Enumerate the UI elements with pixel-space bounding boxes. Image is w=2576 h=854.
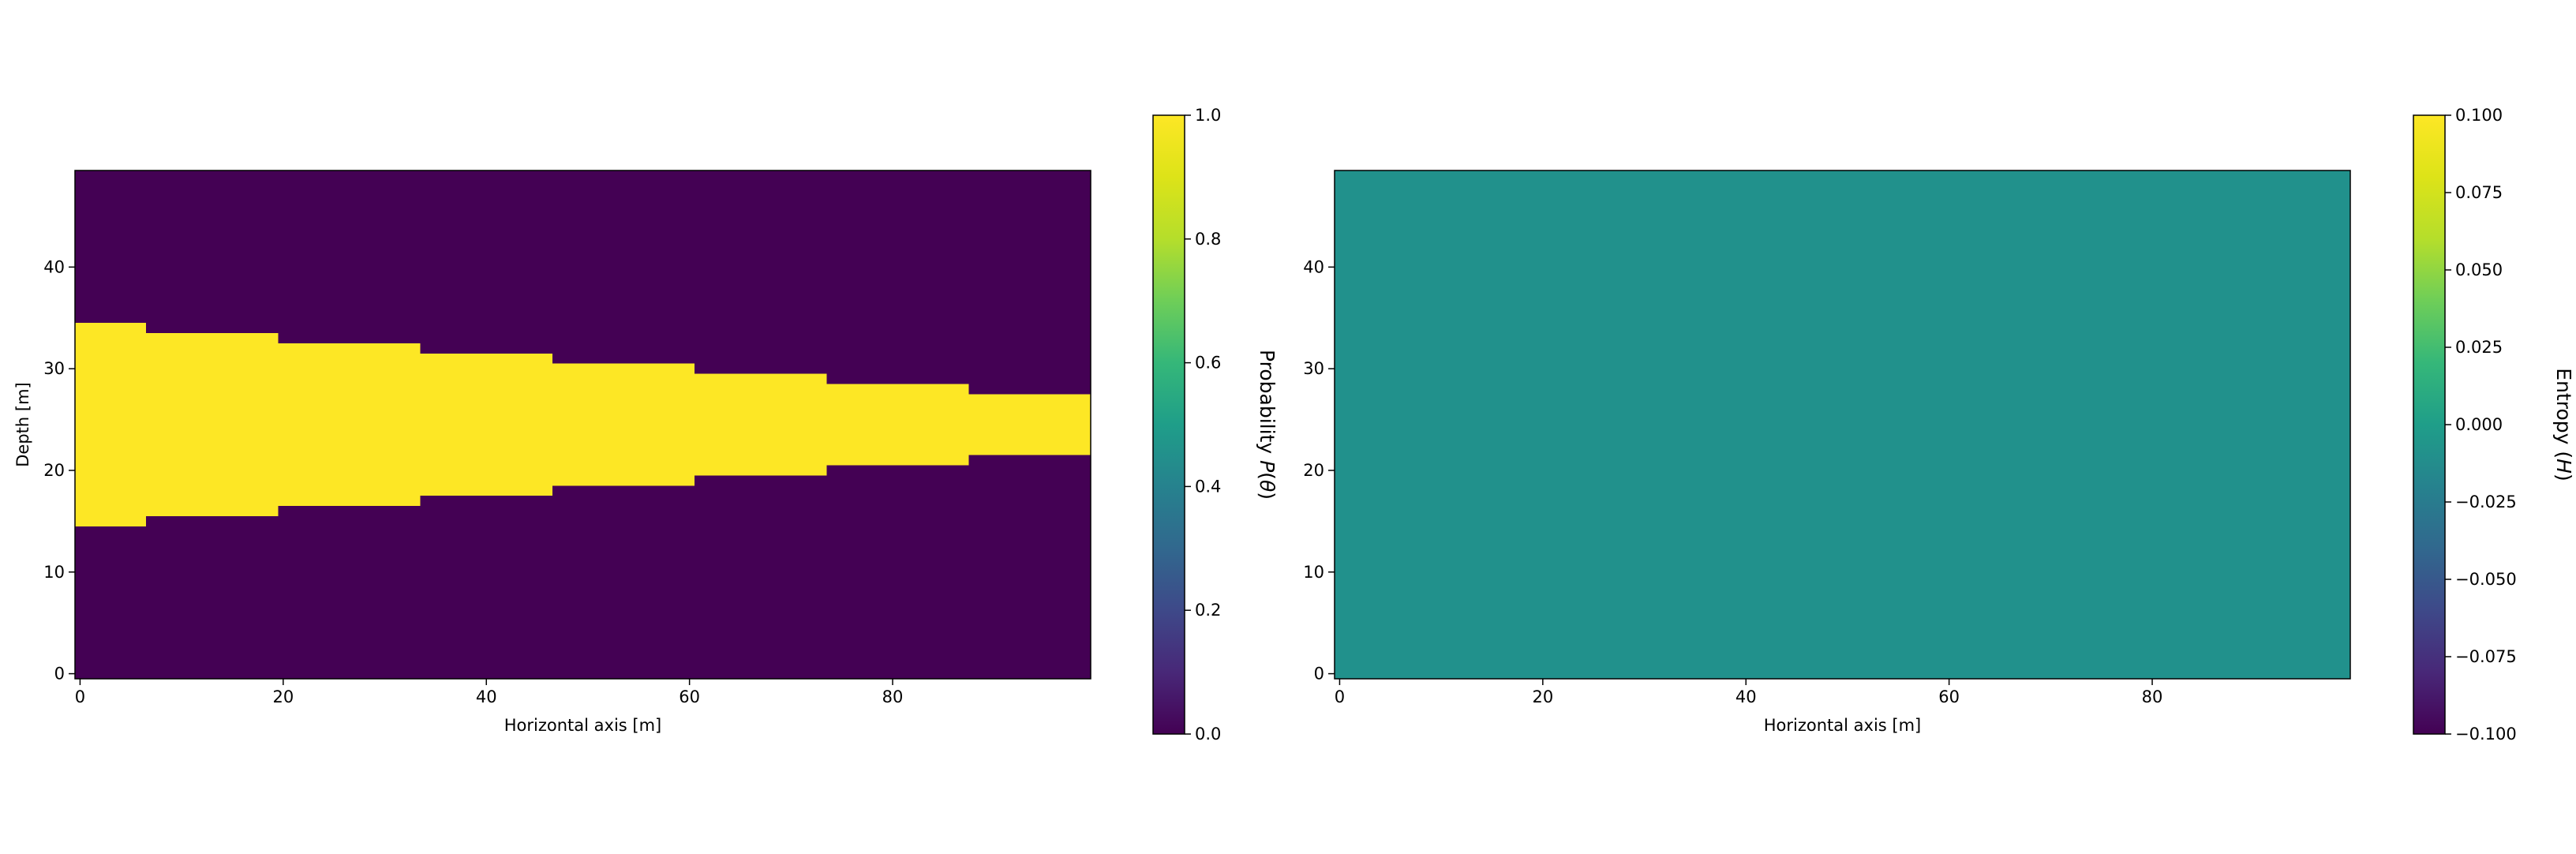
heatmap-region — [552, 363, 695, 486]
y-axis-label: Depth [m] — [13, 382, 32, 466]
colorbar-tick-label: 0.6 — [1195, 354, 1221, 373]
colorbar-tick-label: 0.8 — [1195, 230, 1221, 249]
x-axis-label: Horizontal axis [m] — [1764, 716, 1922, 735]
heatmap-region — [75, 323, 147, 526]
colorbar-tick-label: −0.100 — [2455, 725, 2517, 744]
x-tick-label: 20 — [1532, 687, 1553, 706]
chart-panel-2: 0 20 40 60 80 0 10 20 30 40 Horizontal axis [m] −0.… — [1303, 106, 2575, 744]
colorbar-tick-label: 0.4 — [1195, 477, 1221, 496]
x-tick-label: 0 — [75, 687, 85, 706]
heatmap-region — [420, 353, 552, 496]
colorbar-tick-label: 0.000 — [2455, 415, 2503, 434]
y-tick-label: 40 — [1303, 257, 1324, 276]
colorbar-tick-label: −0.075 — [2455, 647, 2517, 666]
heatmap-region — [146, 333, 279, 516]
colorbar-label: Entropy (H) — [2552, 368, 2575, 481]
colorbar-tick-label: 0.2 — [1195, 601, 1221, 620]
colorbar-tick-label: −0.050 — [2455, 570, 2517, 589]
heatmap-region — [278, 343, 421, 507]
y-tick-label: 10 — [43, 563, 65, 582]
colorbar-tick-label: 0.025 — [2455, 338, 2503, 357]
x-tick-label: 40 — [476, 687, 497, 706]
x-tick-label: 40 — [1735, 687, 1757, 706]
colorbar-tick-label: 0.075 — [2455, 183, 2503, 202]
colorbar-tick-label: 1.0 — [1195, 106, 1221, 125]
colorbar — [1153, 115, 1185, 734]
y-tick-label: 30 — [43, 359, 65, 378]
colorbar-tick-label: −0.025 — [2455, 493, 2517, 511]
y-tick-label: 0 — [1314, 665, 1324, 684]
x-axis-label: Horizontal axis [m] — [504, 716, 662, 735]
colorbar-tick-label: 0.050 — [2455, 260, 2503, 279]
x-tick-label: 80 — [2142, 687, 2163, 706]
y-tick-label: 20 — [1303, 461, 1324, 480]
colorbar-tick-label: 0.0 — [1195, 725, 1221, 744]
x-tick-label: 20 — [272, 687, 294, 706]
colorbar-label: Probability P(θ) — [1256, 350, 1279, 500]
x-tick-label: 80 — [882, 687, 904, 706]
x-tick-label: 60 — [1938, 687, 1960, 706]
heatmap-background — [1335, 170, 2350, 679]
axes-frame — [1334, 170, 2351, 680]
colorbar-frame — [1152, 114, 1185, 735]
y-tick-label: 20 — [43, 461, 65, 480]
heatmap-region — [695, 373, 827, 476]
x-tick-label: 0 — [1335, 687, 1345, 706]
heatmap-region — [968, 394, 1091, 455]
y-tick-label: 10 — [1303, 563, 1324, 582]
heatmap-region — [826, 384, 969, 466]
colorbar-tick-label: 0.100 — [2455, 106, 2503, 125]
colorbar — [2413, 115, 2445, 734]
y-tick-label: 0 — [54, 665, 65, 684]
y-tick-label: 40 — [43, 257, 65, 276]
x-tick-label: 60 — [679, 687, 700, 706]
chart-panel-1: 0 20 40 60 80 0 10 20 30 40 Horizontal axis [m] Dep… — [13, 106, 1279, 744]
axes-frame — [74, 170, 1091, 680]
y-tick-label: 30 — [1303, 359, 1324, 378]
